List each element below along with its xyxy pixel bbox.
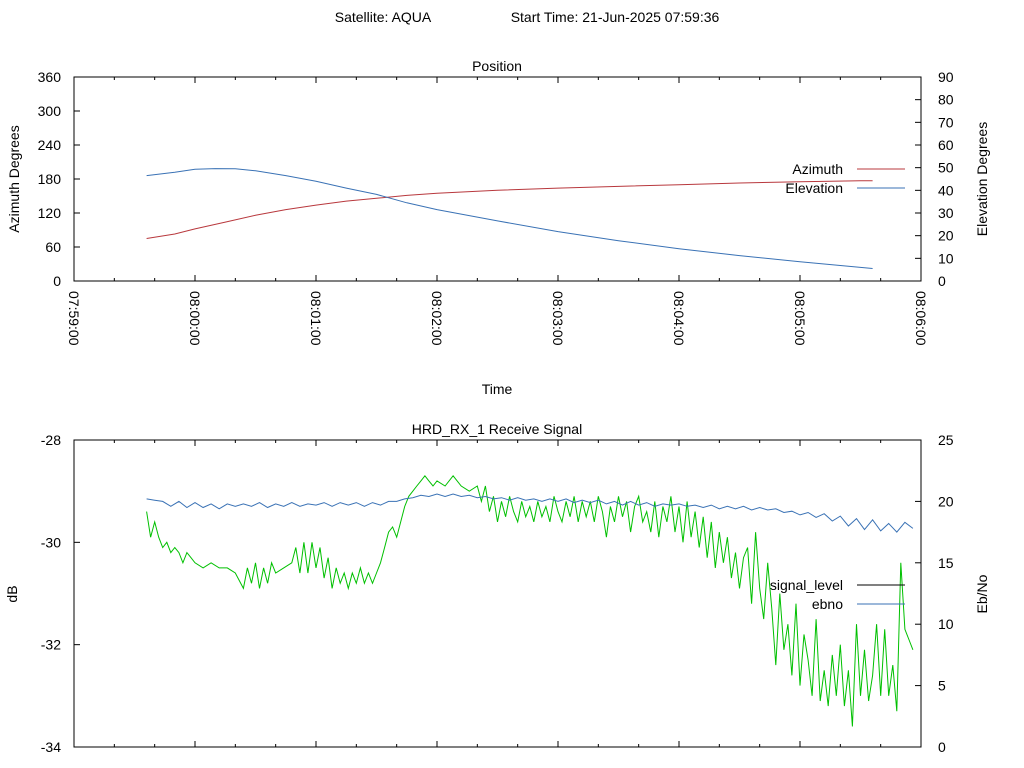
y2-tick-label: 50 (938, 160, 954, 176)
position-chart-title: Position (472, 58, 522, 74)
y2-tick-label: 40 (938, 182, 954, 198)
y-tick-label: -30 (41, 534, 61, 550)
y2-tick-label: 70 (938, 114, 954, 130)
signal-series (146, 474, 914, 727)
signal-legend: signal_level ebno (770, 577, 905, 612)
x-tick-label: 08:04:00 (671, 291, 687, 346)
position-chart: Position Azimuth Degrees Elevation Degre… (6, 58, 990, 397)
signal-chart: HRD_RX_1 Receive Signal dB Eb/No -34-32-… (4, 421, 990, 755)
y2-tick-label: 90 (938, 69, 954, 85)
signal-plot-frame (73, 439, 922, 748)
x-tick-label: 08:06:00 (913, 291, 929, 346)
y2-tick-label: 5 (938, 678, 946, 694)
position-series (146, 168, 873, 269)
y2-tick-label: 30 (938, 205, 954, 221)
figure-header: Satellite: AQUA Start Time: 21-Jun-2025 … (335, 9, 720, 25)
position-x-axis-label: Time (482, 381, 513, 397)
y-tick-label: -28 (41, 432, 61, 448)
x-tick-label: 08:03:00 (550, 291, 566, 346)
legend-label-azimuth: Azimuth (792, 161, 843, 177)
x-tick-label: 07:59:00 (66, 291, 82, 346)
x-tick-label: 08:01:00 (308, 291, 324, 346)
y2-tick-label: 15 (938, 555, 954, 571)
start-time-label: Start Time: 21-Jun-2025 07:59:36 (511, 9, 720, 25)
signal-y-axis-label: dB (4, 585, 20, 602)
position-legend: Azimuth Elevation (785, 161, 905, 196)
y2-tick-label: 25 (938, 432, 954, 448)
y-tick-label: 240 (38, 137, 62, 153)
y2-tick-label: 80 (938, 92, 954, 108)
y2-tick-label: 20 (938, 493, 954, 509)
x-tick-label: 08:05:00 (792, 291, 808, 346)
y2-tick-label: 10 (938, 250, 954, 266)
series-line-ebno (146, 493, 914, 533)
series-line-signal-level (146, 474, 914, 727)
y-tick-label: 60 (45, 239, 61, 255)
position-y2-axis-label: Elevation Degrees (974, 122, 990, 236)
y2-tick-label: 60 (938, 137, 954, 153)
position-plot-frame (73, 76, 922, 282)
y-tick-label: 300 (38, 103, 62, 119)
legend-label-ebno: ebno (812, 596, 843, 612)
signal-chart-title: HRD_RX_1 Receive Signal (412, 421, 582, 437)
legend-label-signal-level: signal_level (770, 577, 843, 593)
x-tick-label: 08:02:00 (429, 291, 445, 346)
satellite-label: Satellite: AQUA (335, 9, 432, 25)
y2-tick-label: 20 (938, 228, 954, 244)
series-line-elevation (146, 168, 873, 269)
signal-y2-axis-label: Eb/No (974, 574, 990, 613)
position-y-axis-label: Azimuth Degrees (6, 125, 22, 232)
y-tick-label: -34 (41, 739, 61, 755)
y-tick-label: -32 (41, 637, 61, 653)
y-tick-label: 180 (38, 171, 62, 187)
x-tick-label: 08:00:00 (187, 291, 203, 346)
y-tick-label: 360 (38, 69, 62, 85)
y2-tick-label: 0 (938, 739, 946, 755)
y-tick-label: 0 (53, 273, 61, 289)
position-ticks: 07:59:00 08:00:00 08:01:00 08:02:00 08:03:00… (38, 69, 954, 346)
series-line-azimuth (146, 180, 873, 239)
y-tick-label: 120 (38, 205, 62, 221)
y2-tick-label: 10 (938, 616, 954, 632)
y2-tick-label: 0 (938, 273, 946, 289)
signal-ticks: -34 -32 -30 -28 0 5 10 15 20 25 (41, 432, 954, 755)
legend-label-elevation: Elevation (785, 180, 843, 196)
